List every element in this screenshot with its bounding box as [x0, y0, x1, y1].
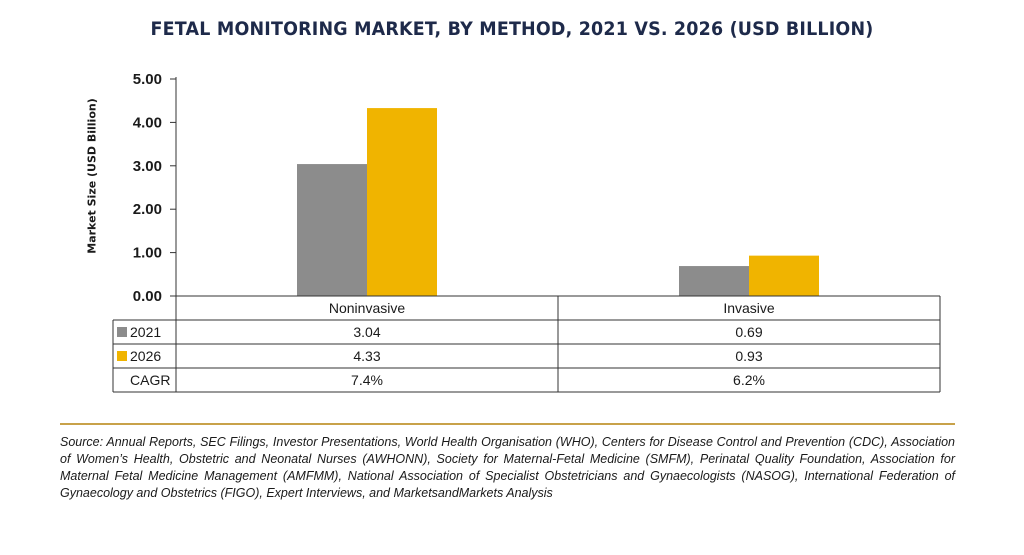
- bar-2026-noninvasive: [367, 108, 437, 296]
- table-cell-value: 7.4%: [351, 372, 383, 388]
- bar-chart: 0.00 1.00 2.00 3.00 4.00 5.00 Noninvasive Invas…: [112, 71, 941, 393]
- source-divider: [60, 423, 955, 425]
- table-cell-value: 6.2%: [733, 372, 765, 388]
- table-cell-value: 0.93: [735, 348, 762, 364]
- bar-2021-noninvasive: [297, 164, 367, 296]
- legend-label: 2021: [130, 324, 161, 340]
- chart-title: FETAL MONITORING MARKET, BY METHOD, 2021…: [150, 18, 874, 40]
- y-tick-label: 0.00: [133, 288, 162, 305]
- y-tick-label: 2.00: [133, 201, 162, 218]
- y-tick-label: 3.00: [133, 158, 162, 175]
- y-tick-label: 1.00: [133, 245, 162, 262]
- table-cell-value: 0.69: [735, 324, 762, 340]
- category-label: Invasive: [723, 300, 775, 316]
- bar-2021-invasive: [679, 266, 749, 296]
- table-cell-value: 3.04: [353, 324, 380, 340]
- row-label-cagr: CAGR: [130, 372, 170, 388]
- legend-swatch-2021: [117, 327, 127, 337]
- source-note: Source: Annual Reports, SEC Filings, Inv…: [60, 435, 955, 500]
- category-label: Noninvasive: [329, 300, 405, 316]
- legend-swatch-2026: [117, 351, 127, 361]
- y-tick-label: 5.00: [133, 71, 162, 88]
- legend-label: 2026: [130, 348, 161, 364]
- table-cell-value: 4.33: [353, 348, 380, 364]
- bar-2026-invasive: [749, 255, 819, 296]
- y-tick-label: 4.00: [133, 114, 162, 131]
